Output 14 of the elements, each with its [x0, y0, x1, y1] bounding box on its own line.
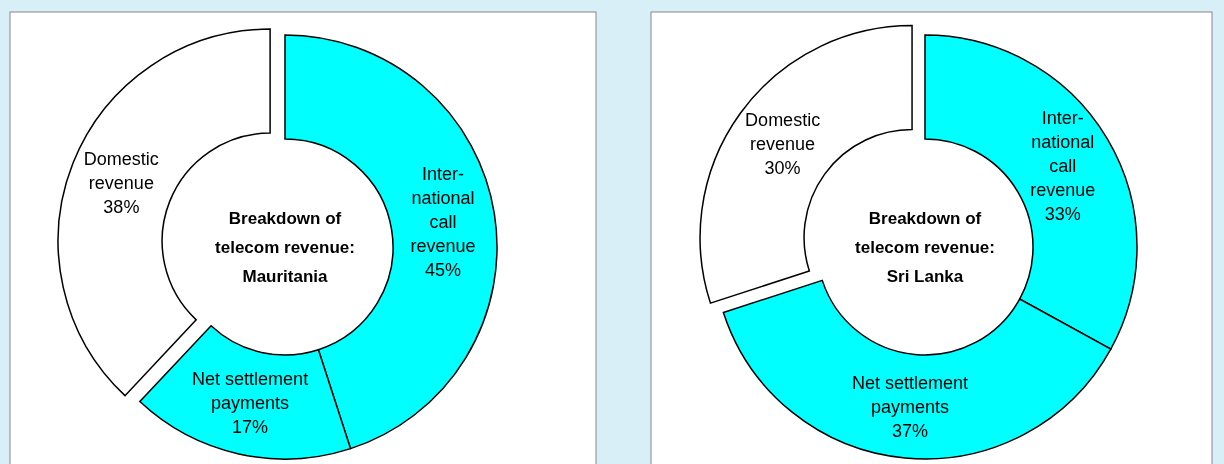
- slice-label: Domestic revenue: [83, 148, 159, 193]
- slice-label: Net settlement payments: [192, 369, 309, 414]
- data-label: 45%: [425, 260, 462, 281]
- data-label: 17%: [232, 417, 269, 438]
- slice-label: Domestic revenue: [745, 109, 821, 154]
- text: Breakdown of telecom revenue: Mauritania: [215, 208, 355, 286]
- text: Breakdown of telecom revenue: Sri Lanka: [855, 208, 995, 286]
- data-label: 33%: [1044, 203, 1081, 224]
- slice-label: Inter- national call revenue: [410, 164, 476, 257]
- slice-label: Net settlement payments: [851, 372, 968, 417]
- data-label: 38%: [103, 196, 140, 217]
- data-label: 30%: [764, 157, 801, 178]
- data-label: 37%: [891, 420, 928, 441]
- slice-label: Inter- national call revenue: [1030, 107, 1096, 200]
